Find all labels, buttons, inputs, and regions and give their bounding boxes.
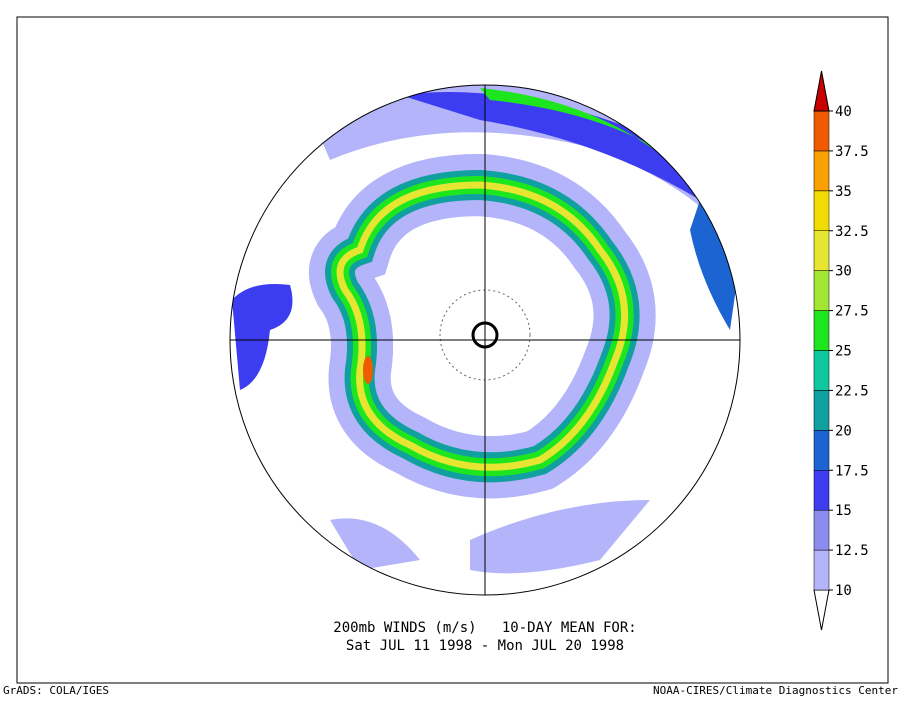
colorbar-label: 25	[835, 344, 852, 360]
colorbar-low-end	[813, 589, 830, 631]
colorbar-box	[813, 390, 830, 431]
colorbar-label: 10	[835, 583, 852, 599]
colorbar-box	[813, 150, 830, 192]
colorbar: 10 12.5 15 17.5 20 22.5 25 27.5 30 32.5 35 37.5 40	[813, 70, 869, 631]
colorbar-high-end	[813, 70, 830, 112]
colorbar-label: 30	[835, 264, 852, 280]
title-line: Sat JUL 11 1998 - Mon JUL 20 1998	[346, 638, 624, 654]
colorbar-label: 35	[835, 184, 852, 200]
colorbar-label: 15	[835, 503, 852, 519]
colorbar-box	[813, 110, 830, 152]
colorbar-label: 40	[835, 104, 852, 120]
colorbar-label: 32.5	[835, 224, 869, 240]
colorbar-label: 22.5	[835, 383, 869, 399]
colorbar-label: 17.5	[835, 463, 869, 479]
colorbar-label: 27.5	[835, 304, 869, 320]
colorbar-label: 37.5	[835, 144, 869, 160]
title-line: 200mb WINDS (m/s) 10-DAY MEAN FOR:	[333, 620, 636, 636]
colorbar-label: 20	[835, 423, 852, 439]
colorbar-box	[813, 230, 830, 271]
colorbar-box	[813, 350, 830, 391]
colorbar-box	[813, 509, 830, 551]
colorbar-box	[813, 190, 830, 231]
colorbar-box	[813, 470, 830, 511]
footer-left: GrADS: COLA/IGES	[3, 684, 109, 697]
polar-map	[230, 85, 740, 595]
colorbar-box	[813, 549, 830, 591]
colorbar-label: 12.5	[835, 543, 869, 559]
footer-right: NOAA-CIRES/Climate Diagnostics Center	[653, 684, 898, 697]
colorbar-box	[813, 310, 830, 351]
colorbar-box	[813, 430, 830, 471]
frame	[16, 16, 889, 684]
colorbar-box	[813, 270, 830, 311]
map-border	[229, 84, 741, 596]
